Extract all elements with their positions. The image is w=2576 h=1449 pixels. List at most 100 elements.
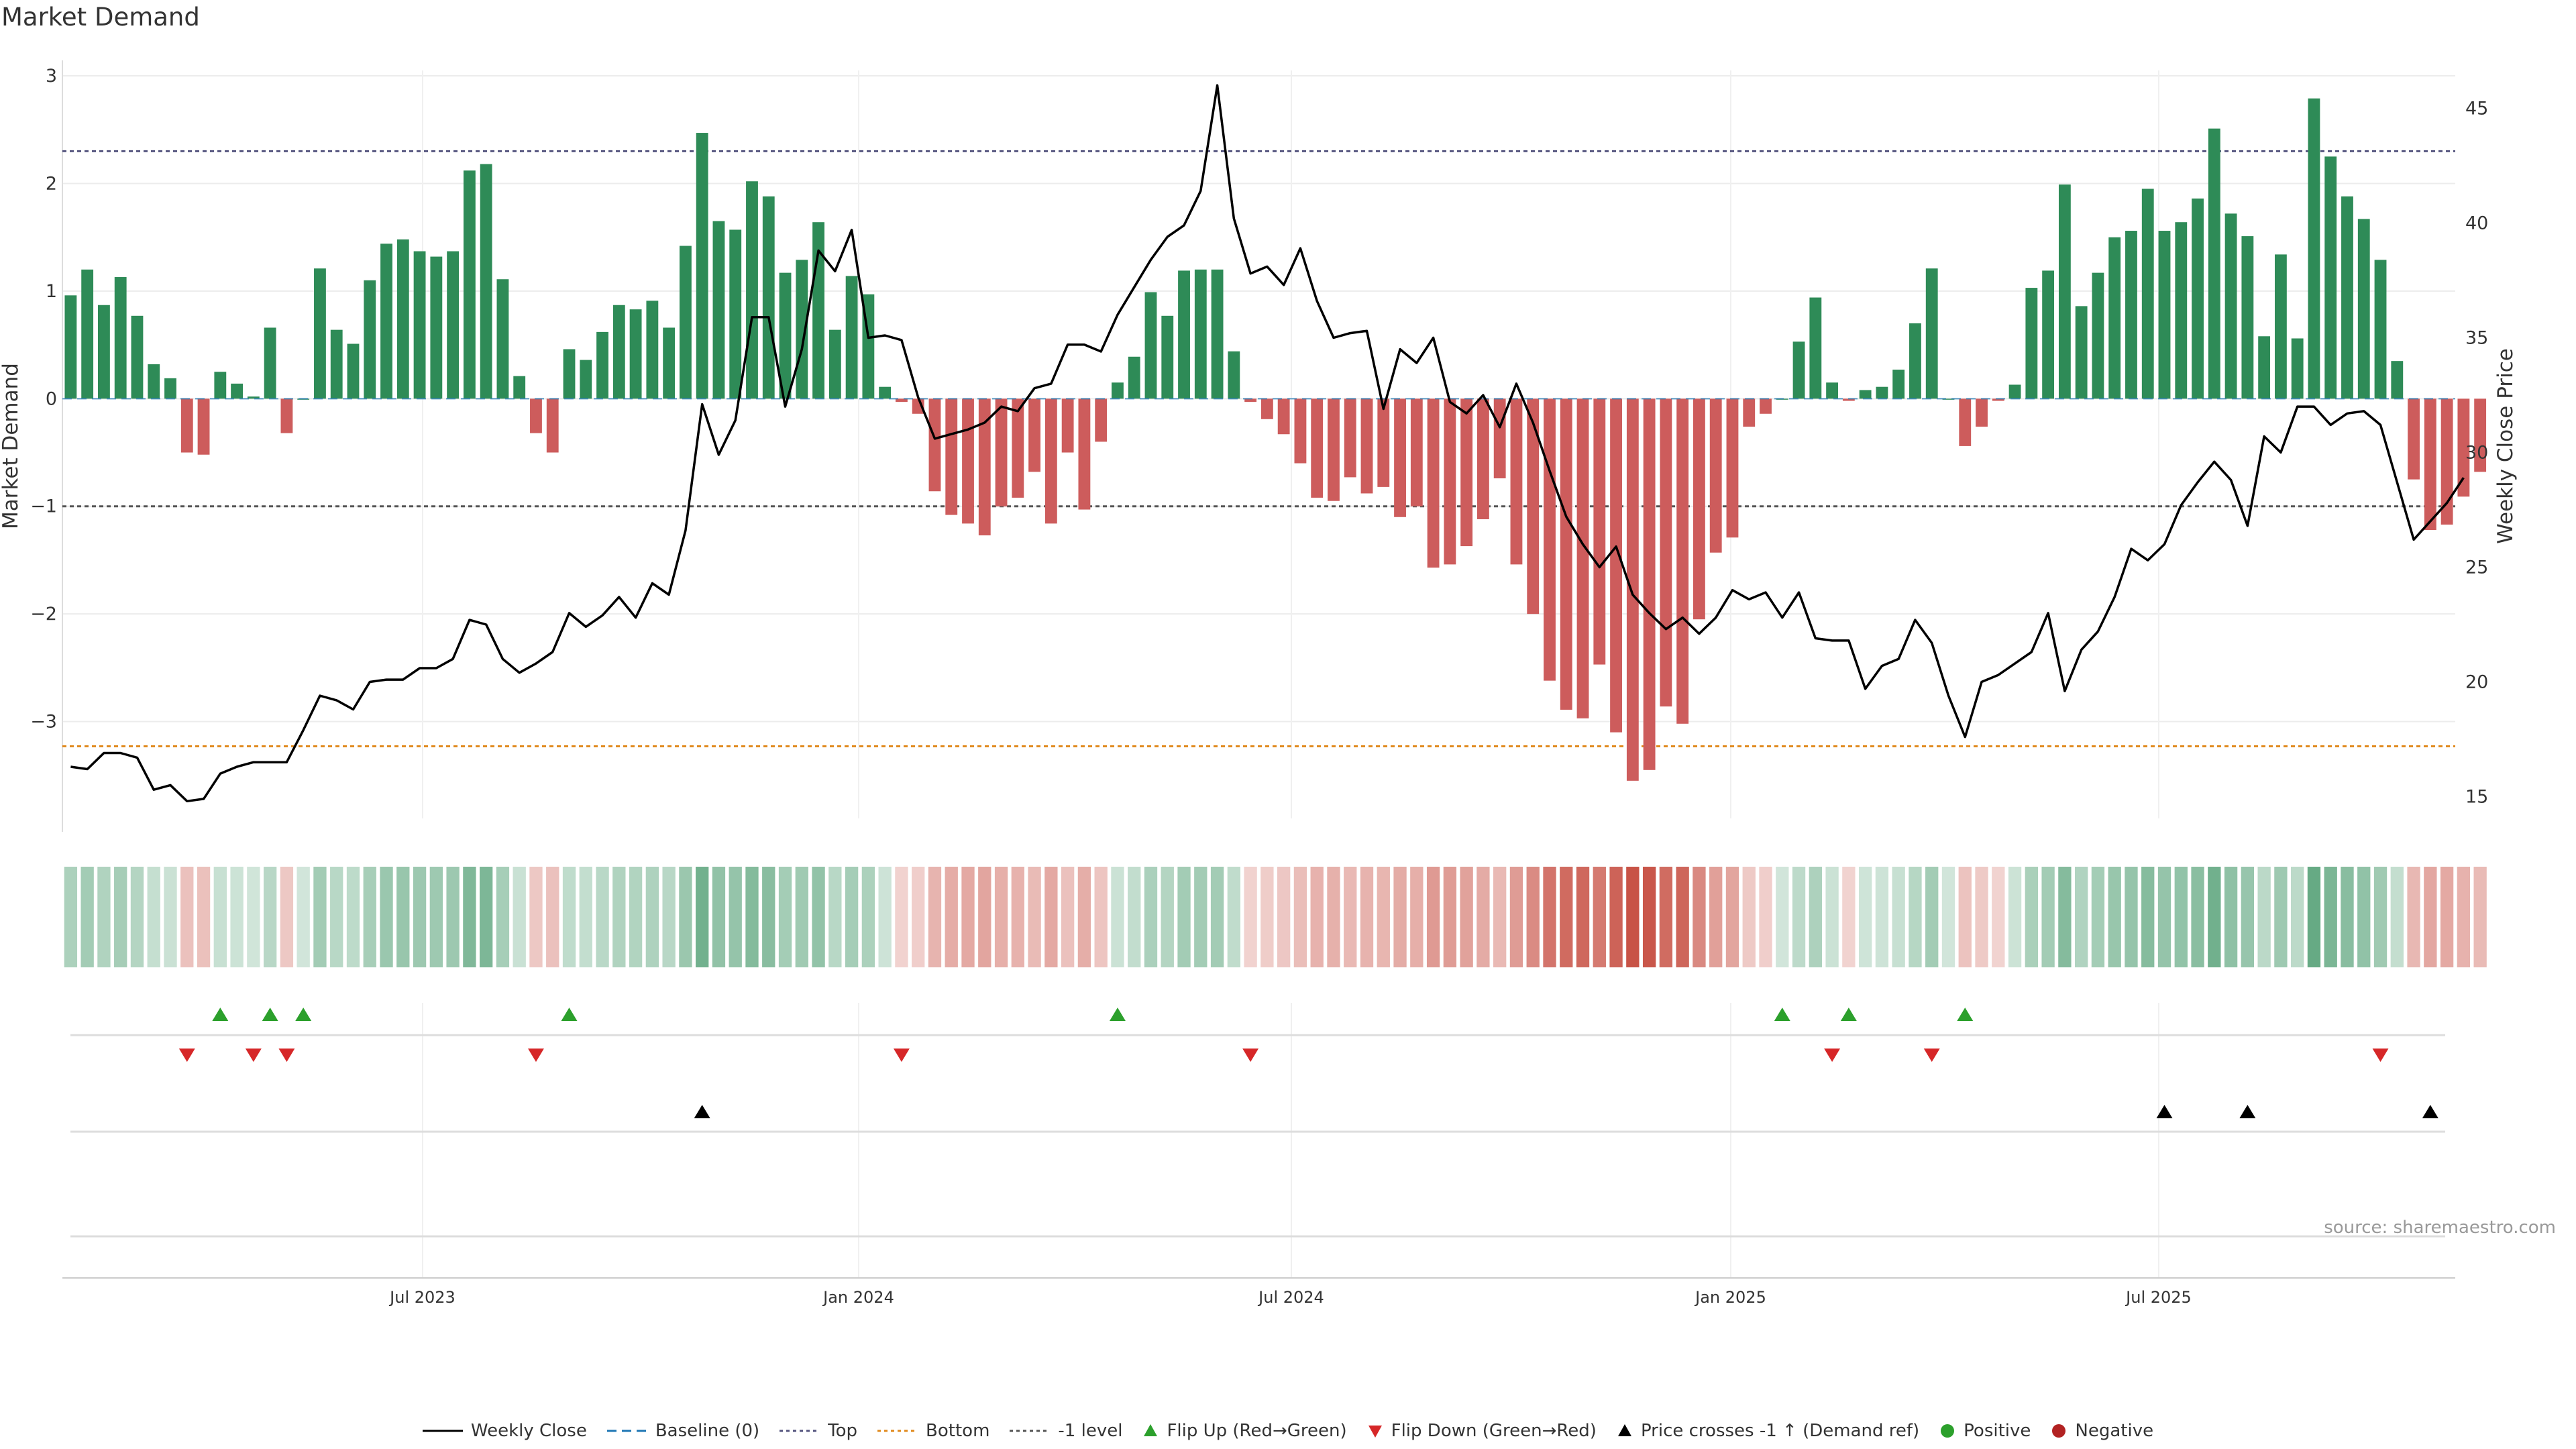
flip-up-marker [212, 1008, 229, 1021]
demand-heat-cell [612, 867, 626, 967]
demand-heat-cell [1958, 867, 1972, 967]
legend-dotted-line-icon [780, 1430, 820, 1432]
demand-heat-cell [2157, 867, 2171, 967]
demand-heat-cell [2058, 867, 2072, 967]
legend-label: Flip Up (Red→Green) [1167, 1421, 1347, 1441]
demand-bar [2008, 384, 2021, 399]
demand-heat-cell [562, 867, 576, 967]
demand-bar [1410, 398, 1423, 506]
demand-bar [2424, 398, 2436, 531]
legend-item-baseline: Baseline (0) [606, 1421, 759, 1441]
demand-heat-cell [197, 867, 211, 967]
flip-up-marker [561, 1008, 578, 1021]
demand-heat-cell [1161, 867, 1174, 967]
demand-bar [180, 398, 193, 453]
demand-heat-cell [1776, 867, 1789, 967]
demand-bar [612, 305, 625, 399]
flip-down-marker [2372, 1049, 2389, 1062]
demand-heat-cell [812, 867, 825, 967]
demand-heat-cell [479, 867, 493, 967]
demand-heat-cell [2108, 867, 2121, 967]
demand-heat-cell [945, 867, 958, 967]
demand-bar [2291, 338, 2304, 399]
triangle-up-icon [1144, 1424, 1158, 1436]
demand-bar [663, 327, 676, 399]
demand-heat-cell [2373, 867, 2387, 967]
demand-bar [380, 244, 392, 399]
demand-heat-cell [2208, 867, 2221, 967]
demand-heat-cell [2174, 867, 2188, 967]
demand-bar [2258, 336, 2271, 399]
demand-heat-cell [1975, 867, 1988, 967]
demand-heat-cell [579, 867, 592, 967]
legend-item-negative: Negative [2051, 1421, 2153, 1441]
demand-bar [1726, 398, 1739, 538]
x-tick-label: Jan 2025 [1694, 1288, 1766, 1307]
demand-bar [2125, 231, 2137, 399]
demand-heat-cell [2241, 867, 2255, 967]
legend-label: Weekly Close [470, 1421, 587, 1441]
demand-heat-cell [1909, 867, 1922, 967]
demand-heat-cell [263, 867, 277, 967]
demand-heat-cell [845, 867, 859, 967]
demand-bar [1244, 398, 1257, 402]
legend-item-flip-up: Flip Up (Red→Green) [1142, 1421, 1347, 1441]
demand-heat-cell [1244, 867, 1257, 967]
demand-bar [1643, 398, 1656, 770]
demand-heat-cell [1144, 867, 1158, 967]
demand-bar [563, 349, 576, 399]
demand-bar [928, 398, 941, 492]
y2-tick-label: 40 [2465, 213, 2488, 233]
demand-heat-cell [297, 867, 310, 967]
demand-bar [1510, 398, 1523, 565]
flip-up-marker [1774, 1008, 1790, 1021]
demand-bar [1560, 398, 1572, 710]
demand-heat-cell [662, 867, 676, 967]
demand-bar [1942, 398, 1955, 400]
demand-bar [1610, 398, 1622, 733]
demand-heat-cell [961, 867, 975, 967]
y-axis-title: Market Demand [0, 363, 23, 529]
legend-item-flip-down: Flip Down (Green→Red) [1367, 1421, 1597, 1441]
demand-heat-cell [346, 867, 360, 967]
demand-bar [1493, 398, 1506, 479]
y2-tick-label: 30 [2465, 442, 2488, 463]
legend-item-top: Top [780, 1421, 857, 1441]
demand-heat-cell [2341, 867, 2354, 967]
demand-heat-cell [778, 867, 792, 967]
demand-bar [845, 276, 858, 399]
demand-heat-cell [1759, 867, 1772, 967]
demand-heat-cell [1128, 867, 1141, 967]
legend-dotted-line-icon [1010, 1430, 1051, 1432]
demand-heat-cell [1709, 867, 1723, 967]
price-cross-marker [2422, 1105, 2438, 1118]
demand-bar [1992, 398, 2004, 401]
y-tick-label: 0 [46, 388, 57, 409]
demand-bar [513, 376, 526, 399]
demand-bar [1161, 315, 1174, 399]
demand-bar [580, 360, 592, 399]
demand-heat-cell [1460, 867, 1473, 967]
demand-bar [2208, 128, 2220, 399]
demand-bar [962, 398, 974, 524]
demand-heat-cell [2257, 867, 2271, 967]
demand-bar [828, 329, 841, 399]
legend-dotted-line-icon [877, 1430, 918, 1432]
demand-bar [530, 398, 542, 433]
demand-bar [1112, 382, 1124, 399]
demand-heat-cell [1477, 867, 1490, 967]
demand-heat-cell [1443, 867, 1457, 967]
demand-heat-cell [912, 867, 925, 967]
demand-heat-cell [2440, 867, 2454, 967]
demand-bar [1743, 398, 1756, 427]
demand-bar [2440, 398, 2453, 525]
demand-heat-cell [1925, 867, 1939, 967]
demand-bar [1178, 270, 1190, 399]
price-cross-marker [2156, 1105, 2173, 1118]
demand-bar [364, 280, 376, 399]
y-tick-label: −3 [30, 712, 57, 733]
demand-heat-cell [496, 867, 510, 967]
circle-icon [1941, 1424, 1955, 1438]
demand-bar [1892, 370, 1905, 399]
demand-heat-cell [2424, 867, 2437, 967]
